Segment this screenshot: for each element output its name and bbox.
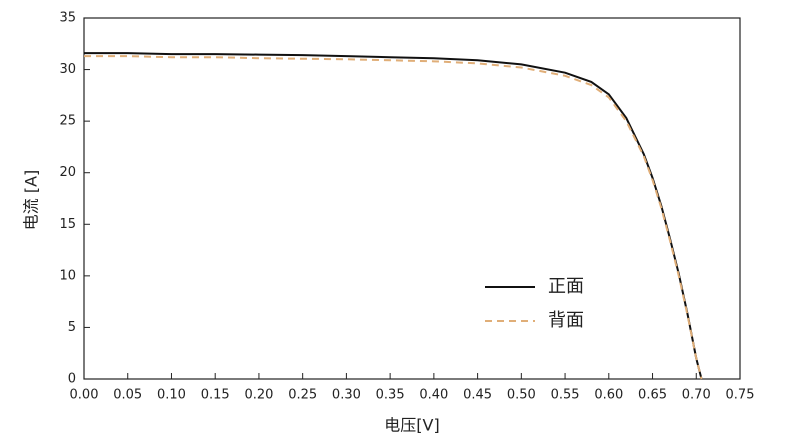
x-tick-label: 0.50 <box>507 388 536 403</box>
x-tick-label: 0.60 <box>594 388 623 403</box>
x-tick-label: 0.05 <box>113 388 142 403</box>
y-tick-label: 0 <box>68 372 76 387</box>
y-tick-label: 20 <box>59 165 76 180</box>
x-tick-label: 0.75 <box>726 388 755 403</box>
x-tick-label: 0.35 <box>376 388 405 403</box>
y-axis-title: 电流 [A] <box>22 170 41 231</box>
x-tick-label: 0.20 <box>244 388 273 403</box>
x-tick-label: 0.30 <box>332 388 361 403</box>
y-tick-label: 35 <box>59 11 76 26</box>
x-tick-label: 0.25 <box>288 388 317 403</box>
y-tick-label: 10 <box>59 268 76 283</box>
x-axis-title: 电压[V] <box>384 416 439 435</box>
y-tick-label: 5 <box>68 320 76 335</box>
legend-label: 正面 <box>548 276 584 297</box>
x-tick-label: 0.15 <box>201 388 230 403</box>
x-tick-label: 0.55 <box>551 388 580 403</box>
x-tick-label: 0.00 <box>70 388 99 403</box>
series-line <box>84 55 703 380</box>
legend-label: 背面 <box>548 310 584 331</box>
series-line <box>84 52 703 380</box>
y-tick-label: 30 <box>59 62 76 77</box>
y-tick-label: 25 <box>59 114 76 129</box>
x-tick-label: 0.45 <box>463 388 492 403</box>
x-tick-label: 0.70 <box>682 388 711 403</box>
plot-frame <box>83 17 741 380</box>
y-tick-label: 15 <box>59 217 76 232</box>
x-tick-label: 0.40 <box>419 388 448 403</box>
x-tick-label: 0.10 <box>157 388 186 403</box>
x-tick-label: 0.65 <box>638 388 667 403</box>
